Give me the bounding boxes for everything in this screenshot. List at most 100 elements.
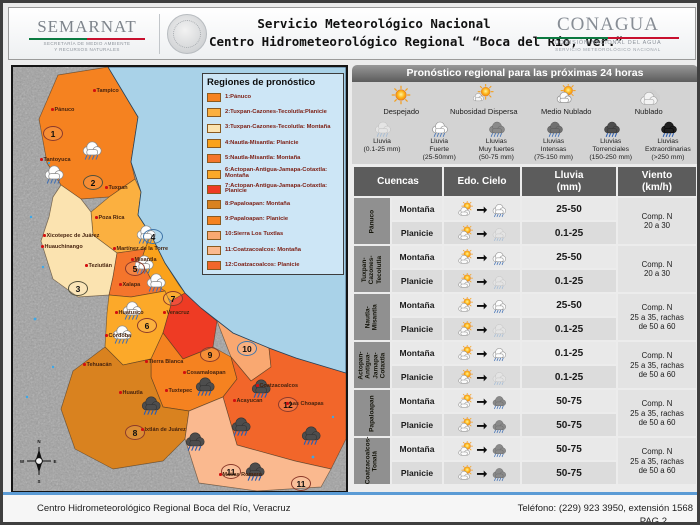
table-row: Pánuco Montaña ➞ 25-50 Comp. N 20 a 30 bbox=[354, 198, 696, 245]
title-line-1: Servicio Meteorológico Nacional bbox=[257, 16, 491, 31]
legend-swatch bbox=[207, 246, 221, 256]
table-row: Tuxpan-Cazones-Tecolutla Montaña ➞ 25-50… bbox=[354, 246, 696, 293]
svg-text:E: E bbox=[53, 459, 56, 464]
wind-cell: Comp. N 20 a 30 bbox=[618, 246, 696, 293]
legend-swatch bbox=[207, 108, 221, 118]
city-label: Huatusco bbox=[115, 310, 144, 316]
basin-label: Nautla-Misantla bbox=[354, 294, 390, 341]
terrain-label: Montaña bbox=[392, 294, 442, 317]
rain-cloud-icon bbox=[192, 373, 216, 397]
rain-amount: 0.1-25 bbox=[522, 342, 616, 365]
region-marker: 2 bbox=[83, 175, 103, 190]
col-header-viento: Viento (km/h) bbox=[618, 167, 696, 197]
terrain-label: Montaña bbox=[392, 246, 442, 269]
city-label: Pánuco bbox=[51, 107, 74, 113]
city-label: Tuxtepec bbox=[165, 388, 192, 394]
table-row: Planicie ➞ 0.1-25 bbox=[354, 366, 696, 389]
terrain-label: Planicie bbox=[392, 318, 442, 341]
sky-legend-item: Medio Nublado bbox=[525, 84, 608, 116]
legend-swatch bbox=[207, 184, 221, 194]
city-label: Las Choapas bbox=[286, 401, 324, 407]
svg-text:S: S bbox=[37, 479, 40, 484]
sky-state-cell: ➞ bbox=[444, 462, 520, 485]
sky-state-cell: ➞ bbox=[444, 342, 520, 365]
wind-cell: Comp. N 25 a 35, rachas de 50 a 60 bbox=[618, 342, 696, 389]
city-label: Ixtlán de Juárez bbox=[141, 427, 186, 433]
forecast-table: Cuencas Edo. Cielo Lluvia (mm) Viento (km/… bbox=[352, 165, 697, 486]
col-header-cielo: Edo. Cielo bbox=[444, 167, 520, 197]
start-sky-icon bbox=[456, 393, 475, 410]
region-marker: 4 bbox=[143, 229, 163, 244]
rain-legend-item: Lluvias Intensas (75-150 mm) bbox=[526, 118, 582, 161]
terrain-label: Planicie bbox=[392, 414, 442, 437]
compass-rose-icon bbox=[27, 447, 51, 475]
rain-intensity-legend: Lluvia (0.1-25 mm) Lluvia Fuerte (25-50mm) … bbox=[354, 118, 696, 161]
sky-state-cell: ➞ bbox=[444, 390, 520, 413]
legend-item: 3:Tuxpan-Cazones-Tecolutla: Montaña bbox=[207, 121, 339, 136]
semarnat-subtitle: SECRETARÍA DE MEDIO AMBIENTE bbox=[43, 41, 131, 46]
terrain-label: Montaña bbox=[392, 390, 442, 413]
rain-amount: 0.1-25 bbox=[522, 318, 616, 341]
basin-label: Pánuco bbox=[354, 198, 390, 245]
end-sky-icon bbox=[489, 249, 508, 266]
legend-item: 4:Nautla-Misantla: Planicie bbox=[207, 136, 339, 151]
region-marker: 11 bbox=[291, 476, 311, 491]
legend-item: 2:Tuxpan-Cazones-Tecolutla:Planicie bbox=[207, 105, 339, 120]
map-legend-title: Regiones de pronóstico bbox=[207, 77, 316, 88]
city-label: Tantoyuca bbox=[40, 157, 71, 163]
rain-legend-item: Lluvias Extraordinarias (>250 mm) bbox=[640, 118, 696, 161]
legend-item: 7:Actopan-Antigua-Jamapa-Cotaxtla: Plani… bbox=[207, 182, 339, 197]
despejado-icon bbox=[389, 84, 413, 106]
city-label: Matías Romero bbox=[219, 472, 262, 478]
end-sky-icon bbox=[489, 297, 508, 314]
region-marker: 11 bbox=[221, 464, 241, 479]
region-marker: 5 bbox=[125, 261, 145, 276]
sky-state-legend: Despejado Nubosidad Dispersa Medio Nubla… bbox=[354, 84, 696, 116]
arrow-icon: ➞ bbox=[476, 201, 488, 217]
region-marker: 6 bbox=[137, 318, 157, 333]
table-row: Planicie ➞ 0.1-25 bbox=[354, 270, 696, 293]
sky-state-cell: ➞ bbox=[444, 318, 520, 341]
sky-state-cell: ➞ bbox=[444, 198, 520, 221]
legend-swatch bbox=[207, 154, 221, 164]
page-number: PAG 2 bbox=[639, 516, 667, 525]
basin-label: Actopan-Antigua-Jamapa-Cotaxtla bbox=[354, 342, 390, 389]
basin-label: Tuxpan-Cazones-Tecolutla bbox=[354, 246, 390, 293]
city-label: Misantla bbox=[131, 257, 157, 263]
svg-text:N: N bbox=[37, 439, 40, 444]
nublado-icon bbox=[637, 84, 661, 106]
rain-legend-item: Lluvias Torrenciales (150-250 mm) bbox=[583, 118, 639, 161]
rain-amount: 25-50 bbox=[522, 246, 616, 269]
legend-item: 12:Coatzacoalcos: Planicie bbox=[207, 258, 339, 273]
semarnat-subtitle2: Y RECURSOS NATURALES bbox=[54, 46, 120, 52]
city-label: Xalapa bbox=[119, 282, 140, 288]
legend-swatch bbox=[207, 200, 221, 210]
basin-label: Papaloapan bbox=[354, 390, 390, 437]
conagua-wordmark: CONAGUA bbox=[557, 14, 659, 35]
city-label: Tierra Blanca bbox=[145, 359, 183, 365]
city-label: Coatzacoalcos bbox=[256, 383, 298, 389]
start-sky-icon bbox=[456, 465, 475, 482]
region-marker: 1 bbox=[43, 126, 63, 141]
footer-phone: Teléfono: (229) 923 3950, extensión 1568 bbox=[517, 503, 693, 514]
end-sky-icon bbox=[489, 225, 508, 242]
weather-icons-legend: Despejado Nubosidad Dispersa Medio Nubla… bbox=[352, 82, 697, 165]
legend-item: 6:Actopan-Antigua-Jamapa-Cotaxtla: Monta… bbox=[207, 166, 339, 181]
sky-state-cell: ➞ bbox=[444, 366, 520, 389]
semarnat-logo: SEMARNAT SECRETARÍA DE MEDIO AMBIENTE Y … bbox=[21, 17, 153, 53]
city-label: Tampico bbox=[93, 88, 119, 94]
legend-swatch bbox=[207, 215, 221, 225]
medio-nublado-icon bbox=[554, 84, 578, 106]
rain-amount: 50-75 bbox=[522, 390, 616, 413]
end-sky-icon bbox=[489, 201, 508, 218]
legend-item: 9:Papaloapan: Planicie bbox=[207, 212, 339, 227]
legend-swatch bbox=[207, 139, 221, 149]
footer-center-name: Centro Hidrometeorológico Regional Boca … bbox=[37, 503, 291, 514]
region-marker: 7 bbox=[163, 291, 183, 306]
rain-amount: 50-75 bbox=[522, 414, 616, 437]
lluvias-intensas-icon bbox=[543, 118, 565, 138]
bulletin-title: Servicio Meteorológico Nacional Centro H… bbox=[209, 16, 623, 49]
semarnat-wordmark: SEMARNAT bbox=[37, 17, 137, 36]
lluvia-fuerte-icon bbox=[428, 118, 450, 138]
